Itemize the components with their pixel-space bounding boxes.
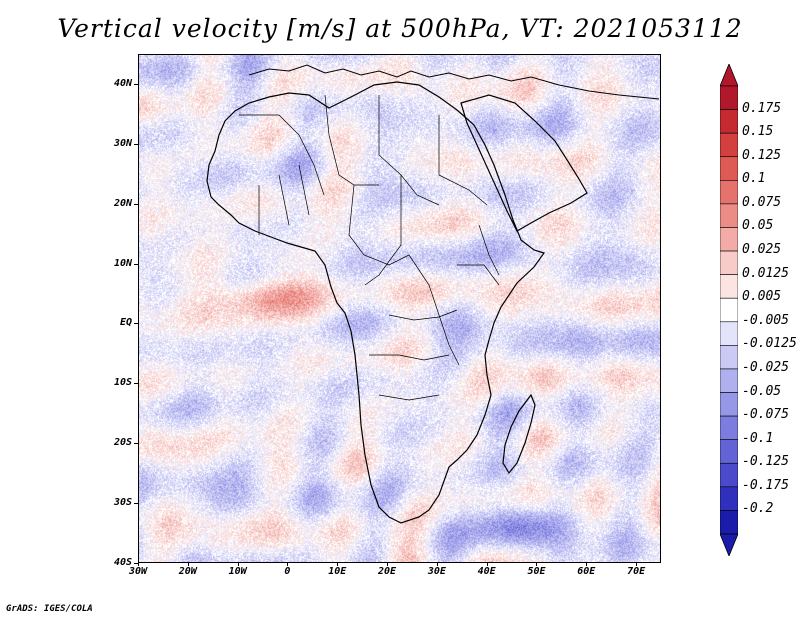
lat-label: EQ (119, 317, 132, 329)
colorbar-swatch (720, 392, 738, 417)
lat-tick (134, 443, 138, 445)
colorbar-swatch (720, 85, 738, 110)
colorbar-swatch (720, 132, 738, 158)
chart-title: Vertical velocity [m/s] at 500hPa, VT: 2… (57, 14, 743, 43)
colorbar-swatch (720, 274, 738, 299)
lon-tick (138, 563, 139, 566)
colorbar-swatch (720, 227, 738, 252)
colorbar-swatch (720, 439, 738, 464)
lon-label: 70E (627, 566, 646, 577)
colorbar-label: -0.0125 (742, 336, 797, 352)
colorbar-swatch (720, 415, 738, 440)
colorbar-label: 0.075 (742, 194, 782, 210)
colorbar-max-arrow (720, 64, 738, 87)
colorbar-swatch (720, 156, 738, 181)
colorbar-label: -0.05 (742, 383, 782, 399)
lon-tick (387, 563, 389, 566)
colorbar-label: 0.125 (742, 147, 782, 163)
lat-tick (134, 263, 138, 265)
lat-label: 40S (113, 557, 132, 568)
lat-label: 30S (113, 497, 132, 509)
lon-label: 30E (427, 566, 446, 577)
madagascar-coastline (502, 393, 536, 475)
lon-tick (536, 563, 538, 566)
lat-label: 20S (113, 437, 132, 449)
colorbar-label: -0.125 (742, 454, 789, 470)
colorbar-label: -0.2 (742, 501, 774, 517)
lon-tick (436, 563, 438, 566)
lon-label: 40E (477, 566, 496, 577)
lat-label: 40N (113, 77, 132, 89)
lon-tick (187, 563, 189, 566)
colorbar-label: 0.1 (742, 171, 766, 187)
colorbar-swatch (720, 297, 738, 323)
colorbar-label: 0.05 (742, 218, 774, 234)
lon-tick (636, 563, 638, 566)
colorbar-swatch (720, 345, 738, 370)
lon-label: 0 (284, 566, 291, 577)
colorbar-label: -0.075 (742, 407, 789, 423)
colorbar-label: 0.025 (742, 242, 782, 258)
lat-label: 10S (113, 377, 132, 389)
map-panel[interactable] (138, 54, 661, 563)
lat-label: 20N (113, 197, 132, 209)
country-borders (239, 94, 500, 401)
colorbar-label: -0.025 (742, 359, 789, 375)
lat-tick (134, 143, 138, 145)
lon-tick (486, 563, 488, 566)
lat-tick (134, 323, 138, 325)
colorbar-swatch (720, 321, 738, 346)
lat-tick (134, 503, 138, 505)
lon-tick (287, 563, 289, 566)
lon-label: 20E (378, 566, 397, 577)
colorbar-swatch (720, 250, 738, 275)
colorbar-swatch (720, 486, 738, 511)
lon-label: 10E (328, 566, 347, 577)
africa-coastline (206, 81, 545, 524)
lon-label: 30W (128, 566, 148, 577)
lat-tick (134, 83, 138, 85)
lat-tick (134, 383, 138, 385)
coastline-borders (206, 64, 660, 524)
colorbar-label: 0.0125 (742, 265, 789, 281)
lat-label: 10N (113, 257, 132, 269)
colorbar-label: -0.005 (742, 312, 789, 328)
colorbar-swatch (720, 109, 738, 134)
lon-label: 60E (577, 566, 596, 577)
lat-label: 30N (113, 137, 132, 149)
colorbar-label: -0.1 (742, 430, 774, 446)
colorbar-swatch (720, 368, 738, 393)
lon-tick (337, 563, 339, 566)
lon-label: 20W (178, 566, 197, 577)
lat-tick (134, 563, 138, 564)
colorbar-swatch (720, 180, 738, 205)
colorbar (720, 64, 738, 556)
grads-credit: GrADS: IGES/COLA (6, 604, 93, 614)
lon-label: 50E (527, 566, 546, 577)
arabia-coastline (460, 94, 588, 232)
vertical-velocity-field (139, 55, 660, 562)
lat-tick (134, 203, 138, 205)
lon-label: 10W (228, 566, 247, 577)
lon-tick (237, 563, 239, 566)
colorbar-label: 0.005 (742, 289, 782, 305)
colorbar-label: 0.15 (742, 124, 774, 140)
europe-coastline (248, 64, 660, 100)
colorbar-swatch (720, 203, 738, 228)
colorbar-min-arrow (720, 533, 738, 556)
colorbar-label: 0.175 (742, 100, 782, 116)
colorbar-swatch (720, 510, 738, 535)
colorbar-swatch (720, 462, 738, 488)
lon-tick (586, 563, 588, 566)
colorbar-label: -0.175 (742, 477, 789, 493)
